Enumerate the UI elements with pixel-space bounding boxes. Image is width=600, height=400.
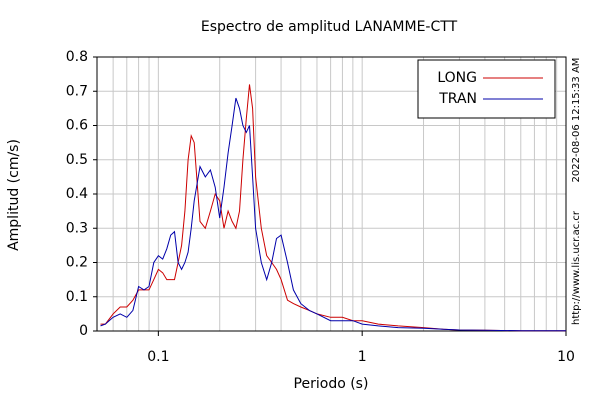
legend-label: TRAN bbox=[438, 91, 477, 107]
y-tick-label: 0.3 bbox=[66, 220, 88, 236]
x-axis-label: Periodo (s) bbox=[294, 376, 369, 392]
y-tick-label: 0.6 bbox=[66, 118, 88, 134]
y-tick-label: 0.4 bbox=[66, 186, 88, 202]
y-tick-label: 0.8 bbox=[66, 49, 88, 65]
series-line bbox=[100, 97, 566, 332]
source-url: http://www.lis.ucr.ac.cr bbox=[571, 210, 582, 325]
y-tick-label: 0 bbox=[79, 323, 88, 339]
y-axis-label: Amplitud (cm/s) bbox=[6, 139, 22, 251]
x-tick-label: 1 bbox=[358, 349, 367, 365]
series-line bbox=[100, 84, 566, 332]
y-tick-label: 0.5 bbox=[66, 152, 88, 168]
timestamp: 2022-08-06 12:15:33 AM bbox=[571, 58, 582, 183]
plot-frame bbox=[96, 56, 567, 332]
chart-title: Espectro de amplitud LANAMME-CTT bbox=[201, 19, 458, 35]
y-tick-label: 0.2 bbox=[66, 255, 88, 271]
x-tick-label: 0.1 bbox=[147, 349, 169, 365]
legend-box bbox=[417, 59, 556, 119]
y-tick-label: 0.1 bbox=[66, 289, 88, 305]
x-tick-label: 10 bbox=[557, 349, 575, 365]
legend-label: LONG bbox=[437, 70, 477, 86]
y-tick-label: 0.7 bbox=[66, 83, 88, 99]
